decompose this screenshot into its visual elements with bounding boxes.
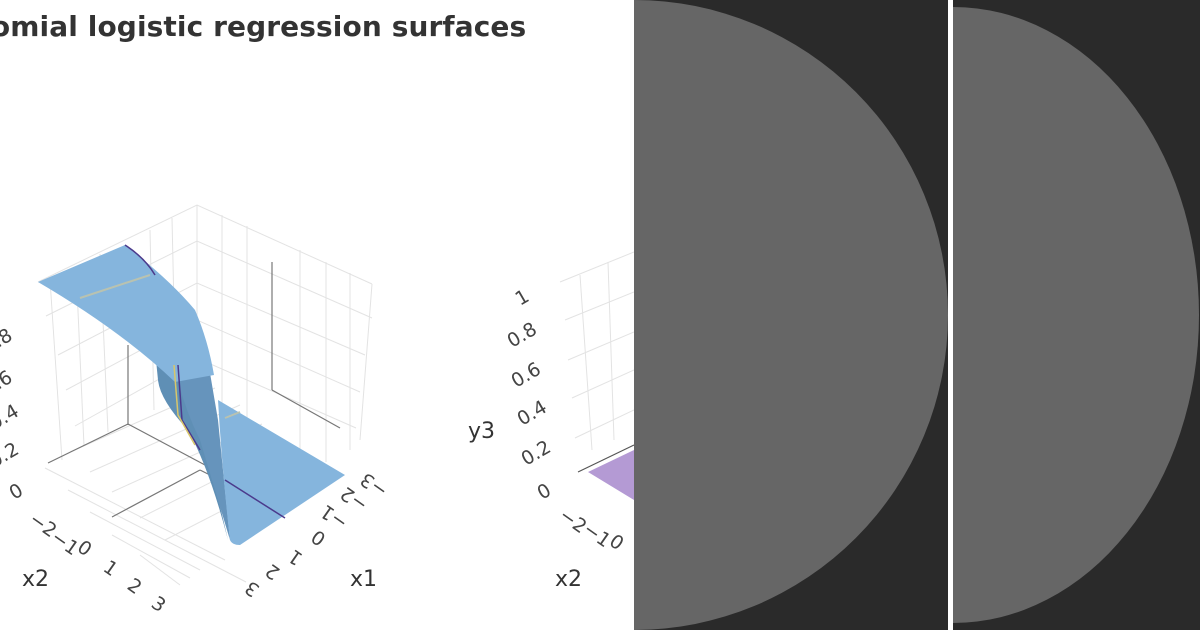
right-x2-ticks: −2 −1 0 — [555, 504, 628, 555]
half-circle-shape-right — [953, 7, 1199, 623]
svg-text:0: 0 — [6, 479, 27, 504]
svg-text:0: 0 — [307, 525, 330, 550]
surface-shadow — [155, 350, 228, 540]
contour-lines — [79, 244, 286, 519]
surface-top-plateau — [38, 245, 214, 382]
svg-text:.8: .8 — [0, 324, 16, 352]
svg-text:0.2: 0.2 — [0, 438, 23, 472]
left-x1-axis-title: x1 — [350, 567, 377, 592]
surface-bottom-plateau — [218, 400, 345, 545]
right-x2-axis-title: x2 — [555, 567, 582, 592]
right-z-ticks: 1 0.8 0.6 0.4 0.2 0 — [504, 285, 555, 504]
svg-text:1: 1 — [99, 556, 122, 581]
left-3d-scene[interactable]: 0 0.2 0.4 .6 .8 −2 −1 0 1 2 3 x2 3 2 1 0… — [0, 0, 634, 630]
overlay-panel-left — [634, 0, 948, 630]
svg-text:0: 0 — [534, 479, 555, 504]
svg-text:0.2: 0.2 — [518, 436, 555, 470]
right-axis-line — [577, 444, 634, 473]
svg-text:3: 3 — [147, 592, 170, 617]
panel-divider — [948, 0, 953, 630]
right-grid-lines — [559, 251, 634, 451]
axis-lines — [47, 262, 341, 518]
svg-text:0.6: 0.6 — [508, 358, 545, 392]
left-z-ticks: 0 0.2 0.4 .6 .8 — [0, 324, 27, 504]
half-circle-shape-left — [634, 0, 948, 630]
right-z-axis-title: y3 — [468, 419, 495, 444]
svg-text:2: 2 — [261, 559, 284, 584]
left-x2-ticks: −2 −1 0 1 2 3 — [25, 508, 170, 617]
svg-text:0.4: 0.4 — [0, 400, 23, 434]
overlay-panel-right — [953, 0, 1200, 630]
right-surface — [588, 450, 634, 500]
svg-text:2: 2 — [123, 574, 146, 599]
svg-text:0.4: 0.4 — [514, 396, 551, 430]
surface-cliff — [172, 352, 230, 540]
svg-text:.6: .6 — [0, 366, 16, 394]
plot-area: ltinomial logistic regression surfaces — [0, 0, 634, 630]
left-x2-axis-title: x2 — [22, 567, 49, 592]
svg-text:1: 1 — [284, 545, 307, 570]
svg-text:3: 3 — [241, 576, 264, 601]
figure-title: ltinomial logistic regression surfaces — [0, 10, 527, 43]
svg-text:1: 1 — [512, 285, 533, 310]
svg-text:0.8: 0.8 — [504, 318, 541, 352]
